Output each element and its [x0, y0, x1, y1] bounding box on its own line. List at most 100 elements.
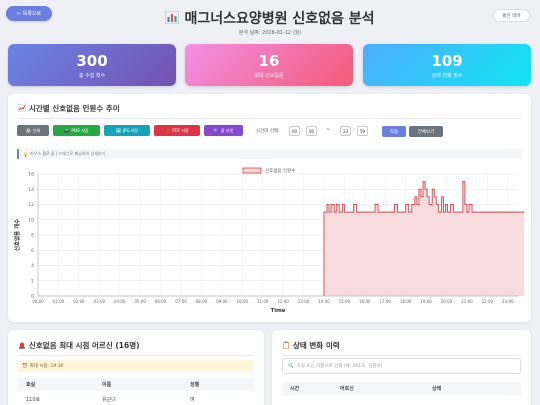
y-tick-label: 0 [31, 294, 34, 300]
peak-time-text: 최대 시점: 19:30 [29, 364, 64, 369]
divider [18, 355, 254, 356]
stat-label: 최대 신호없음 [254, 73, 284, 79]
search-placeholder: 호실 또는 이름으로 검색 (예: 201호, 김철수) [296, 364, 383, 369]
save-png-label: PNG 저장 [71, 127, 89, 133]
column-header-gender: 성별 [190, 382, 200, 388]
x-tick-label: 10:00 [236, 299, 248, 304]
time-range-separator: ~ [326, 127, 331, 133]
document-icon: 📕 [165, 128, 171, 133]
x-tick-label: 01:00 [53, 299, 65, 304]
camera-icon: 📷 [64, 128, 70, 133]
print-button[interactable]: 🖨 인쇄 [17, 125, 49, 136]
history-card-title-text: 상태 변화 이력 [293, 341, 340, 350]
column-header-status: 상태 [432, 386, 442, 392]
cell-room: 110호 [26, 397, 41, 403]
history-search-input[interactable]: 🔍 호실 또는 이름으로 검색 (예: 201호, 김철수) [282, 358, 521, 374]
x-tick-label: 13:00 [298, 299, 310, 304]
x-tick-label: 02:00 [73, 299, 85, 304]
x-tick-label: 09:00 [216, 299, 228, 304]
stat-status-changes: 109 상태 변화 횟수 [363, 44, 531, 86]
save-jpg-button[interactable]: 🖼 JPG 저장 [104, 125, 150, 136]
x-tick-label: 23:00 [502, 299, 514, 304]
start-hour-input[interactable]: 00 [289, 126, 300, 136]
series-area [323, 181, 525, 296]
cell-gender: 여 [190, 397, 195, 403]
history-table-header: 시간 어르신 상태 [282, 382, 521, 395]
x-tick-label: 19:00 [420, 299, 432, 304]
chart-hint: 💡 마우스 휠로 줌 | 드래그로 패닝하여 상세보기 [17, 149, 522, 159]
x-tick-label: 06:00 [155, 299, 167, 304]
theme-toggle-button[interactable]: 밝은 테마 [493, 9, 530, 22]
x-tick-label: 05:00 [134, 299, 146, 304]
time-colon: : [353, 127, 355, 133]
save-jpg-label: JPG 저장 [122, 127, 139, 133]
y-tick-label: 14 [28, 187, 34, 193]
page-title: 매그너스요양병원 신호없음 분석 [0, 8, 540, 28]
cell-name: 유근녀 [102, 397, 116, 403]
show-all-button[interactable]: 전체보기 [409, 126, 443, 137]
y-tick-label: 8 [31, 233, 34, 239]
x-tick-label: 08:00 [196, 299, 208, 304]
stat-value: 109 [431, 52, 463, 70]
x-tick-label: 22:00 [482, 299, 494, 304]
apply-button[interactable]: 적용 [382, 126, 406, 137]
y-tick-label: 16 [28, 172, 34, 178]
printer-icon: 🖨 [25, 128, 31, 133]
stat-total-collections: 300 총 수집 횟수 [8, 44, 176, 86]
stat-max-no-signal: 16 최대 신호없음 [185, 44, 353, 86]
x-tick-label: 04:00 [114, 299, 126, 304]
image-icon: 🖼 [115, 128, 121, 133]
end-minute-input[interactable]: 59 [357, 126, 368, 136]
x-tick-label: 20:00 [441, 299, 453, 304]
legend-label: 신호없음 인원수 [265, 167, 295, 174]
chart-hint-text: 마우스 휠로 줌 | 드래그로 패닝하여 상세보기 [29, 151, 106, 156]
x-tick-label: 07:00 [175, 299, 187, 304]
trend-chart-icon [18, 104, 26, 112]
end-hour-input[interactable]: 23 [340, 126, 351, 136]
x-tick-label: 11:00 [257, 299, 269, 304]
x-tick-label: 21:00 [461, 299, 473, 304]
column-header-name: 이름 [102, 382, 112, 388]
chart-card-title-text: 시간별 신호없음 인원수 추이 [29, 104, 120, 113]
save-pdf-button[interactable]: 📕 PDF 저장 [154, 125, 200, 136]
time-colon: : [302, 127, 304, 133]
history-card-title: 상태 변화 이력 [282, 340, 340, 351]
peak-table-header: 호실 이름 성별 [18, 378, 254, 391]
peak-residents-card: 신호없음 최대 시점 어르신 (16명) ⏰ 최대 시점: 19:30 호실 이름… [8, 330, 264, 405]
bar-chart-icon [165, 11, 180, 24]
y-tick-label: 10 [28, 217, 34, 223]
x-tick-label: 16:00 [359, 299, 371, 304]
stat-value: 16 [258, 52, 280, 70]
y-tick-label: 6 [31, 248, 34, 254]
column-header-room: 호실 [26, 382, 36, 388]
x-tick-label: 03:00 [94, 299, 106, 304]
x-tick-label: 18:00 [400, 299, 412, 304]
time-range-label: 시간대 선택: [256, 129, 280, 134]
no-signal-line-chart[interactable]: 0 2 4 6 8 10 12 14 16 00:00 01:00 02:00 03:00 04:00 05… [8, 160, 531, 316]
status-history-card: 상태 변화 이력 🔍 호실 또는 이름으로 검색 (예: 201호, 김철수) 시… [272, 330, 531, 405]
x-tick-label: 14:00 [318, 299, 330, 304]
siren-icon [19, 342, 25, 349]
chart-card-title: 시간별 신호없음 인원수 추이 [18, 103, 120, 114]
y-tick-label: 12 [28, 202, 34, 208]
peak-card-title: 신호없음 최대 시점 어르신 (16명) [18, 340, 140, 351]
save-png-button[interactable]: 📷 PNG 저장 [53, 125, 100, 136]
clock-icon: ⏰ [22, 363, 28, 369]
page-title-text: 매그너스요양병원 신호없음 분석 [184, 11, 375, 27]
divider [18, 118, 521, 119]
back-to-list-button[interactable]: ← 목록으로 [6, 6, 52, 21]
series-line [323, 181, 525, 296]
start-minute-input[interactable]: 00 [306, 126, 317, 136]
x-axis-title: Time [270, 308, 285, 314]
zoom-reset-button[interactable]: 🔍 줌 리셋 [204, 125, 243, 136]
search-icon: 🔍 [288, 363, 294, 369]
clipboard-icon [283, 341, 289, 349]
y-tick-label: 4 [31, 263, 34, 269]
magnifier-icon: 🔍 [213, 128, 219, 133]
y-axis-title: 신호없음 개수 [13, 219, 21, 251]
legend-swatch [242, 167, 262, 174]
divider [282, 355, 521, 356]
column-header-resident: 어르신 [340, 386, 354, 392]
x-tick-label: 17:00 [379, 299, 391, 304]
analysis-date: 분석 날짜: 2026-01-12 (월) [238, 30, 302, 36]
